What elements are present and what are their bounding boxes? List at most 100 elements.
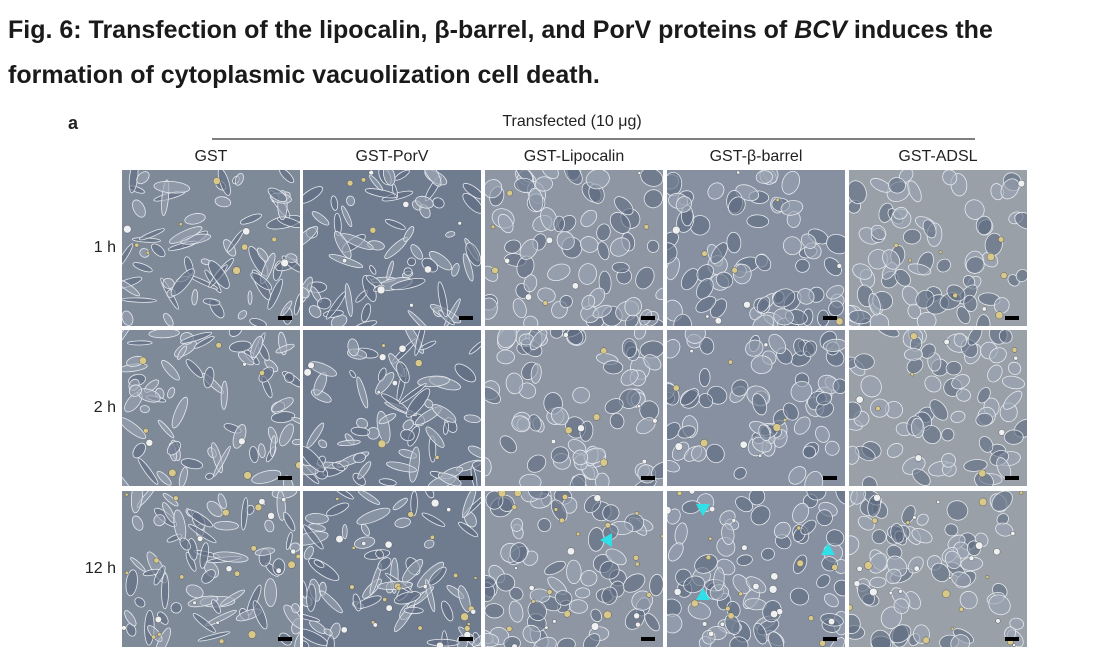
cell — [347, 338, 360, 357]
cell — [202, 298, 221, 306]
cell — [519, 238, 539, 260]
cell — [179, 537, 191, 551]
cell — [378, 478, 397, 486]
cell — [126, 623, 137, 637]
cell — [303, 226, 319, 250]
vacuole — [646, 592, 652, 598]
cell — [721, 523, 735, 545]
cell — [403, 267, 413, 276]
cell — [956, 388, 971, 402]
cell — [906, 357, 924, 375]
vacuole — [725, 606, 731, 612]
cell — [876, 330, 900, 338]
cell — [407, 310, 432, 326]
vacuole — [978, 469, 987, 478]
cell — [403, 226, 415, 242]
cell — [975, 215, 993, 236]
vacuole — [981, 306, 987, 312]
cell — [390, 277, 426, 291]
vacuole — [335, 497, 340, 501]
cell — [988, 594, 1011, 616]
cell — [541, 170, 559, 179]
scale-bar — [641, 316, 655, 320]
vacuole — [361, 177, 366, 183]
cell — [746, 214, 770, 228]
cell — [157, 419, 175, 439]
cell — [303, 286, 310, 299]
cell — [394, 517, 411, 528]
cell — [504, 239, 522, 254]
cell — [122, 278, 140, 297]
cell — [572, 449, 589, 466]
cell — [713, 567, 725, 592]
cell — [271, 397, 294, 413]
cell — [463, 414, 481, 424]
cell — [976, 314, 991, 326]
cell — [425, 491, 435, 499]
group-label: Transfected (10 μg) — [502, 113, 641, 130]
vacuole — [978, 497, 988, 507]
cell — [153, 565, 166, 586]
cell — [392, 497, 408, 511]
cell — [240, 497, 249, 531]
vacuole — [910, 372, 915, 377]
cell — [941, 453, 956, 468]
cell — [768, 333, 787, 355]
cell — [279, 170, 295, 184]
cell — [170, 602, 182, 614]
cell — [683, 575, 705, 594]
vacuole — [281, 497, 287, 503]
cell — [511, 415, 531, 433]
cell — [651, 461, 663, 480]
vacuole — [705, 314, 710, 319]
vacuole — [192, 600, 197, 605]
cell — [922, 425, 942, 445]
cell — [849, 445, 860, 465]
scale-bar — [459, 316, 473, 320]
cell — [132, 199, 146, 218]
vacuole — [431, 498, 440, 508]
vacuole — [912, 515, 917, 520]
cell — [377, 367, 387, 382]
cell — [505, 372, 524, 395]
cell — [696, 264, 714, 282]
vacuole — [958, 606, 964, 612]
vacuole — [542, 300, 549, 306]
vacuole — [796, 525, 801, 531]
cell — [414, 330, 427, 356]
cell — [485, 179, 503, 199]
cell — [191, 289, 199, 306]
vacuole — [736, 170, 741, 175]
vacuole — [853, 580, 861, 587]
vacuole — [995, 311, 1004, 320]
vacuole — [1000, 272, 1008, 279]
cell — [352, 593, 362, 612]
cell — [499, 435, 517, 454]
vacuole — [731, 267, 738, 274]
scale-bar — [459, 476, 473, 480]
title-italic: BCV — [794, 16, 847, 44]
vacuole — [506, 190, 513, 197]
cell — [428, 251, 453, 271]
cell — [707, 182, 725, 200]
vacuole — [593, 413, 601, 421]
cell — [705, 443, 725, 464]
cell — [270, 411, 296, 423]
cell — [303, 445, 325, 473]
vacuole — [728, 359, 733, 365]
cell — [604, 398, 624, 414]
cell — [667, 613, 683, 634]
vacuole — [633, 612, 640, 620]
micrograph — [122, 170, 300, 326]
cell — [640, 170, 663, 187]
scale-bar — [641, 476, 655, 480]
cell — [357, 461, 372, 480]
cell — [308, 305, 322, 318]
vacuole — [727, 612, 735, 620]
vacuole — [637, 404, 641, 409]
vacuole — [864, 561, 873, 570]
vacuole — [856, 565, 863, 572]
vacuole — [641, 459, 647, 464]
row-label: 2 h — [94, 399, 116, 416]
column-label: GST-Lipocalin — [524, 148, 625, 165]
